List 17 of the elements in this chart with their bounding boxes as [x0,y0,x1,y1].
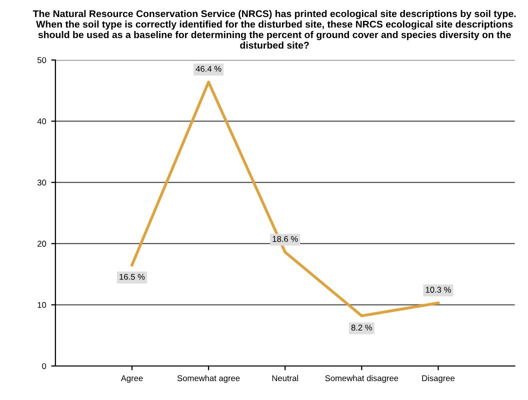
data-label: 10.3 % [426,286,451,293]
x-tick-label: Neutral [272,375,298,382]
chart-title: The Natural Resource Conservation Service (NRCS) has printed ecological site descriptions by soil type. When the soil type is correctly identified for the disturbed site, these NRCS ecological site descriptions should be used as a baseline for determining the percent of ground cover and species diversity on the disturbed site? [32,10,516,49]
data-label: 46.4 % [196,66,222,72]
x-tick-label: Somewhat agree [177,375,240,383]
data-label: 18.6 % [272,236,298,242]
y-tick-label: 50 [37,57,46,64]
y-tick-label: 20 [38,240,46,247]
data-label: 8.2 % [351,324,372,331]
y-tick-label: 30 [37,180,46,186]
y-tick-label: 0 [42,363,46,370]
x-tick-label: Agree [120,375,143,383]
y-tick-label: 10 [38,302,46,308]
x-tick-label: Disagree [422,375,455,383]
y-tick-label: 40 [37,118,46,124]
data-label: 16.5 % [120,274,145,280]
x-tick-label: Somewhat disagree [325,375,398,383]
